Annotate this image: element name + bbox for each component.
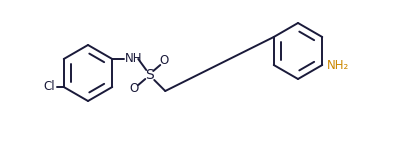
- Text: NH: NH: [125, 52, 143, 65]
- Text: Cl: Cl: [43, 80, 55, 93]
- Text: O: O: [129, 82, 139, 95]
- Text: S: S: [145, 68, 154, 82]
- Text: O: O: [160, 54, 169, 67]
- Text: NH₂: NH₂: [327, 59, 350, 72]
